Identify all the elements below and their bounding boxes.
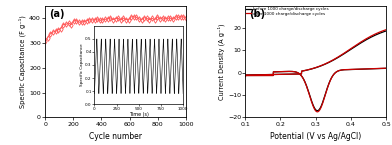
Y-axis label: Current Density (A g⁻¹): Current Density (A g⁻¹) — [218, 23, 225, 100]
Legend: before 1000 charge/discharge cycles, after 1000 charge/discharge cycles: before 1000 charge/discharge cycles, aft… — [247, 7, 328, 16]
Text: (b): (b) — [249, 9, 265, 19]
X-axis label: Cycle number: Cycle number — [89, 132, 142, 141]
X-axis label: Potential (V vs Ag/AgCl): Potential (V vs Ag/AgCl) — [270, 132, 361, 141]
Y-axis label: Specific Capacitance (F g⁻¹): Specific Capacitance (F g⁻¹) — [19, 15, 26, 108]
Text: (a): (a) — [49, 9, 65, 19]
